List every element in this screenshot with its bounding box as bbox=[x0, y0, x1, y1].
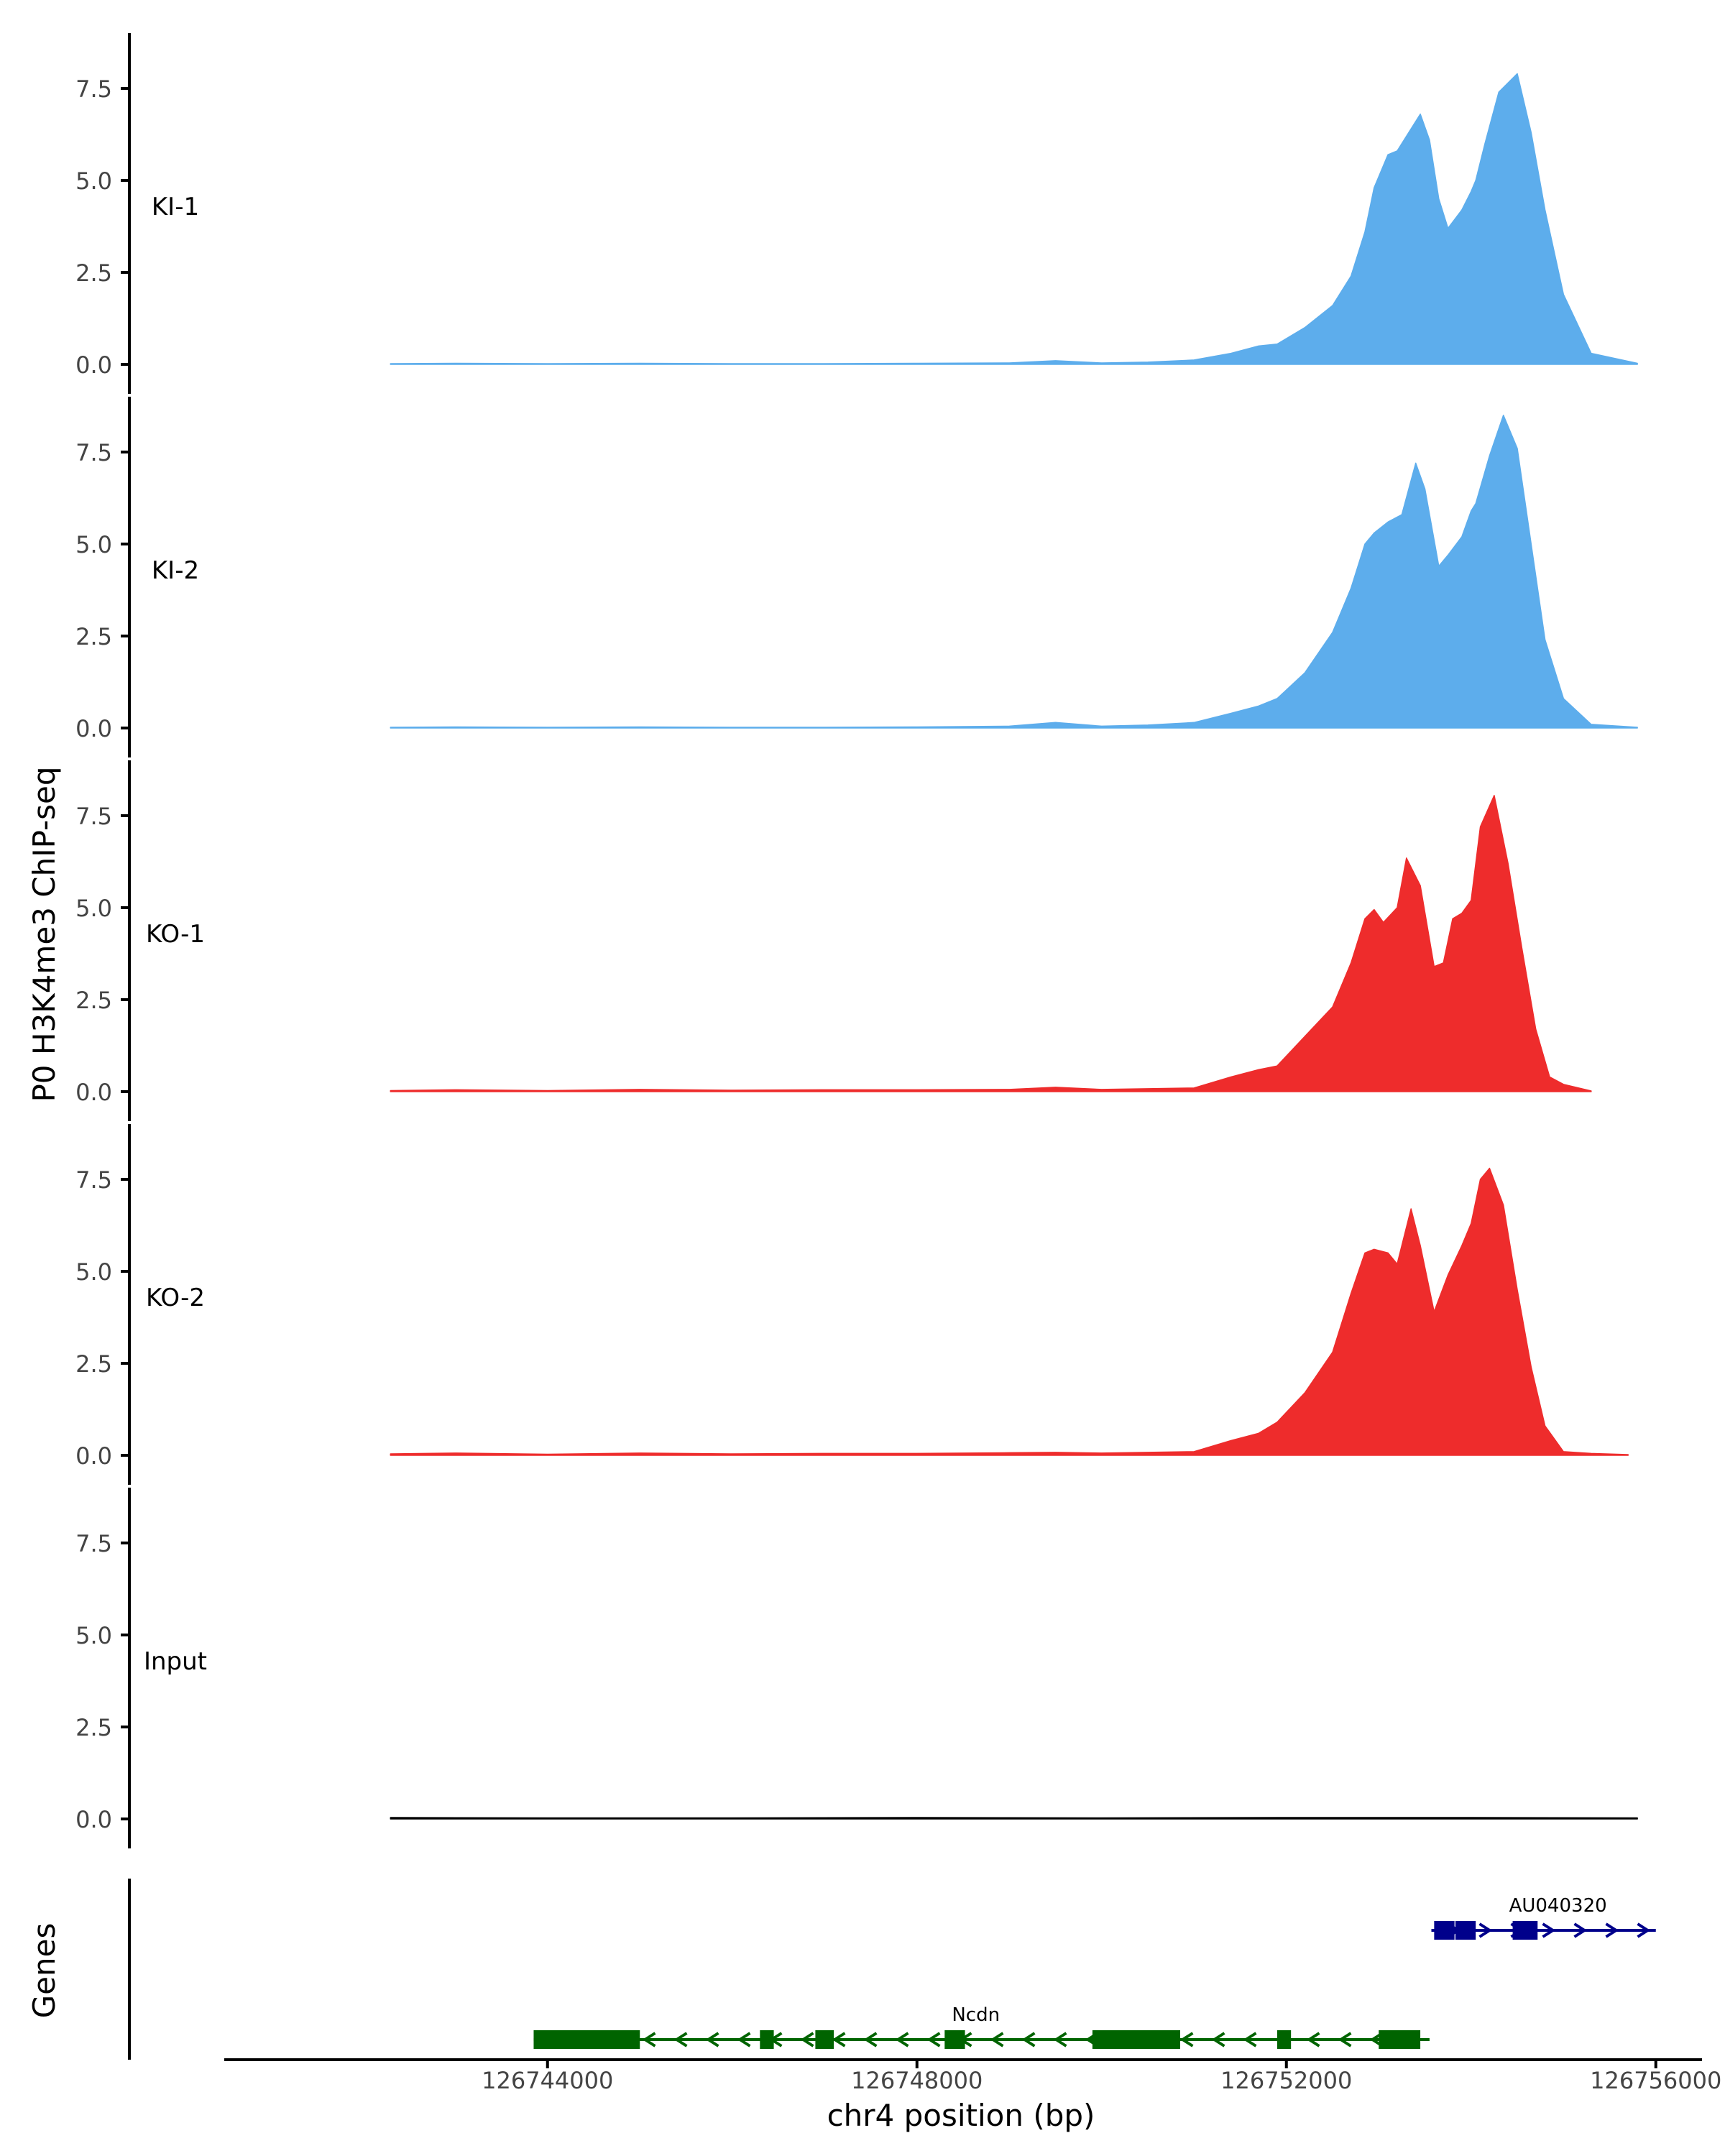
x-tick-label: 126756000 bbox=[1590, 2067, 1721, 2094]
y-tick-label: 0.0 bbox=[75, 1442, 112, 1470]
y-tick-label: 5.0 bbox=[75, 1622, 112, 1649]
track-label: KI-1 bbox=[152, 193, 199, 221]
signal-tracks: 0.0 2.5 5.0 7.5 KI-1 0.0 2.5 5.0 7.5 KI-2 0.0 2.5 5.… bbox=[75, 33, 1638, 1848]
exon-box bbox=[533, 2030, 640, 2049]
signal-area bbox=[390, 795, 1592, 1092]
track-label: Input bbox=[144, 1647, 207, 1676]
exon-box bbox=[1434, 1921, 1455, 1940]
x-tick-label: 126748000 bbox=[851, 2067, 983, 2094]
strand-arrow bbox=[1179, 2032, 1194, 2047]
track-ko-1: 0.0 2.5 5.0 7.5 KO-1 bbox=[75, 760, 1592, 1121]
exon-box bbox=[760, 2030, 774, 2049]
y-tick-label: 0.0 bbox=[75, 1806, 112, 1833]
genes-axis-title: Genes bbox=[27, 1923, 62, 2019]
signal-area bbox=[390, 1167, 1629, 1456]
strand-arrow bbox=[1637, 1922, 1651, 1938]
signal-area bbox=[390, 73, 1638, 365]
exon-box bbox=[944, 2030, 965, 2049]
y-tick-label: 0.0 bbox=[75, 351, 112, 379]
track-ki-2: 0.0 2.5 5.0 7.5 KI-2 bbox=[75, 397, 1638, 757]
y-tick-label: 5.0 bbox=[75, 1258, 112, 1286]
y-tick-label: 7.5 bbox=[75, 1530, 112, 1557]
y-tick-label: 0.0 bbox=[75, 1079, 112, 1106]
strand-arrow bbox=[1573, 1922, 1588, 1938]
exon-box bbox=[815, 2030, 834, 2049]
x-tick-label: 126752000 bbox=[1220, 2067, 1352, 2094]
gene-label: AU040320 bbox=[1509, 1895, 1607, 1917]
y-tick-label: 7.5 bbox=[75, 439, 112, 466]
signal-area bbox=[390, 415, 1638, 729]
track-label: KI-2 bbox=[152, 556, 199, 585]
signal-area bbox=[390, 1817, 1638, 1820]
y-tick-label: 7.5 bbox=[75, 75, 112, 103]
y-tick-label: 2.5 bbox=[75, 1714, 112, 1741]
strand-arrow bbox=[863, 2032, 878, 2047]
strand-arrow bbox=[1306, 2032, 1320, 2047]
y-axis-title: P0 H3K4me3 ChIP-seq bbox=[27, 766, 62, 1102]
y-tick-label: 2.5 bbox=[75, 987, 112, 1014]
strand-arrow bbox=[737, 2032, 751, 2047]
strand-arrow bbox=[1211, 2032, 1225, 2047]
y-tick-label: 5.0 bbox=[75, 531, 112, 558]
y-tick-label: 2.5 bbox=[75, 259, 112, 287]
y-tick-label: 7.5 bbox=[75, 803, 112, 830]
exon-box bbox=[1512, 1921, 1538, 1940]
strand-arrow bbox=[832, 2032, 846, 2047]
x-axis: 126744000 126748000 126752000 126756000 bbox=[224, 2058, 1721, 2094]
strand-arrow bbox=[1021, 2032, 1036, 2047]
x-tick-label: 126744000 bbox=[482, 2067, 613, 2094]
strand-arrow bbox=[705, 2032, 719, 2047]
track-ko-2: 0.0 2.5 5.0 7.5 KO-2 bbox=[75, 1124, 1629, 1485]
y-tick-label: 5.0 bbox=[75, 895, 112, 922]
exon-box bbox=[1379, 2030, 1421, 2049]
y-tick-label: 0.0 bbox=[75, 715, 112, 742]
exon-box bbox=[1276, 2030, 1292, 2049]
track-label: KO-2 bbox=[146, 1284, 205, 1312]
genes-track: Ncdn AU040320 bbox=[128, 1879, 1656, 2060]
strand-arrow bbox=[1053, 2032, 1067, 2047]
strand-arrow bbox=[1338, 2032, 1352, 2047]
strand-arrow bbox=[1243, 2032, 1257, 2047]
track-input: 0.0 2.5 5.0 7.5 Input bbox=[75, 1488, 1638, 1848]
track-ki-1: 0.0 2.5 5.0 7.5 KI-1 bbox=[75, 33, 1638, 394]
track-label: KO-1 bbox=[146, 920, 205, 949]
strand-arrow bbox=[673, 2032, 688, 2047]
exon-box bbox=[1455, 1921, 1476, 1940]
y-tick-label: 5.0 bbox=[75, 167, 112, 195]
gene-au040320: AU040320 bbox=[1431, 1895, 1656, 1940]
gene-ncdn: Ncdn bbox=[533, 2004, 1430, 2049]
strand-arrow bbox=[895, 2032, 909, 2047]
strand-arrow bbox=[990, 2032, 1004, 2047]
strand-arrow bbox=[1542, 1922, 1556, 1938]
y-tick-label: 2.5 bbox=[75, 623, 112, 650]
strand-arrow bbox=[926, 2032, 941, 2047]
strand-arrow bbox=[642, 2032, 656, 2047]
strand-arrow bbox=[1605, 1922, 1619, 1938]
y-tick-label: 7.5 bbox=[75, 1166, 112, 1194]
strand-arrow bbox=[1478, 1922, 1493, 1938]
strand-arrow bbox=[800, 2032, 814, 2047]
exon-box bbox=[1092, 2030, 1180, 2049]
x-axis-title: chr4 position (bp) bbox=[827, 2098, 1095, 2133]
y-tick-label: 2.5 bbox=[75, 1350, 112, 1378]
gene-label: Ncdn bbox=[952, 2004, 1000, 2026]
